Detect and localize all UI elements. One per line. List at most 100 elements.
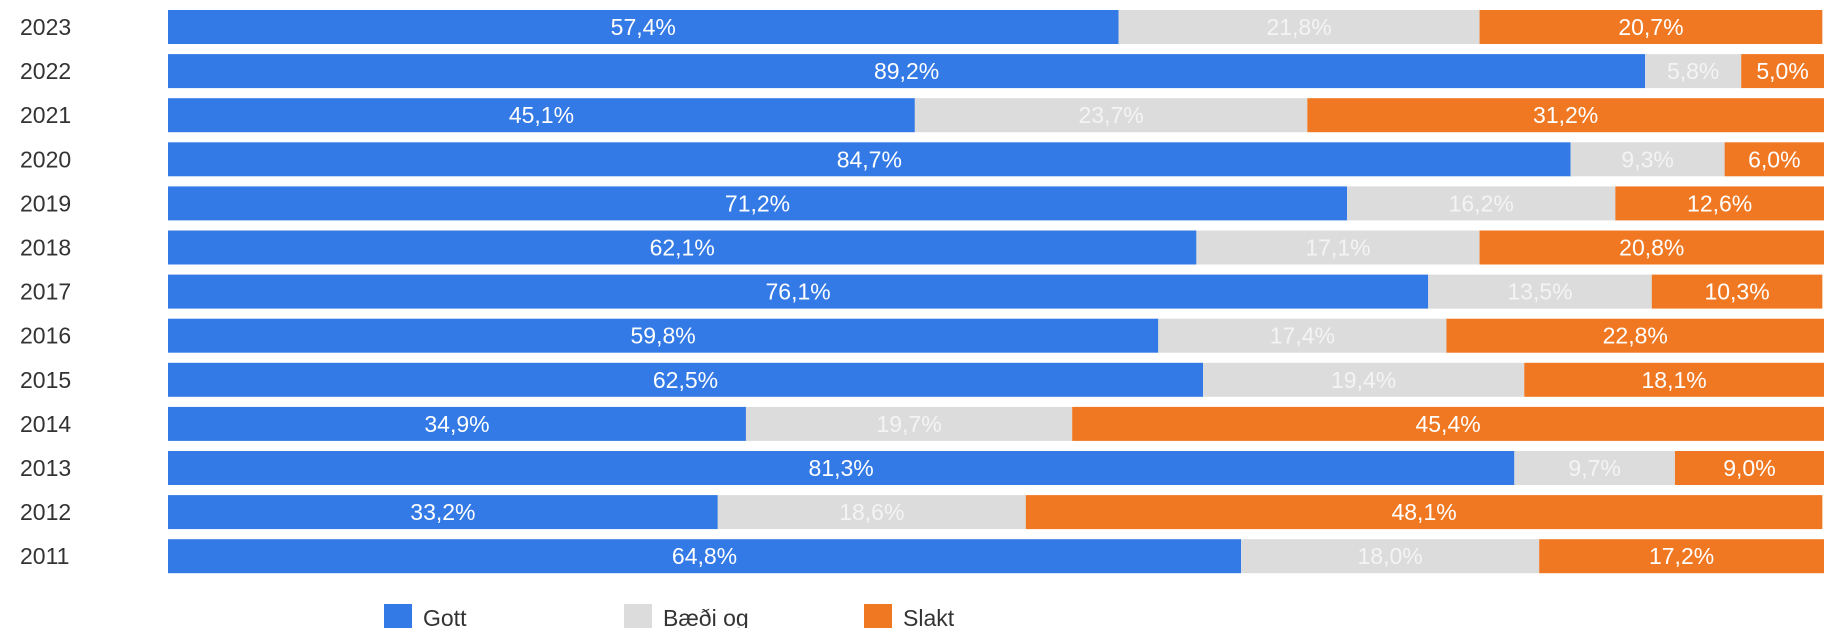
data-label: 18,6% (839, 499, 904, 525)
data-label: 23,7% (1078, 102, 1143, 128)
bar-segment-slakt-2011 (1539, 539, 1824, 574)
data-label: 59,8% (631, 323, 696, 349)
bar-segment-gott-2011 (168, 539, 1242, 574)
bar-segment-gott-2022 (168, 54, 1646, 89)
data-label: 17,4% (1270, 323, 1335, 349)
bar-segment-b-i-og-2019 (1347, 186, 1616, 221)
bar-segment-slakt-2015 (1524, 362, 1824, 397)
data-label: 64,8% (672, 543, 737, 569)
bar-row-2022: 2022 89,2% 5,8% 5,0% (20, 54, 1824, 89)
data-label: 45,1% (509, 102, 574, 128)
data-label: 81,3% (809, 455, 874, 481)
bar-segment-b-i-og-2022 (1645, 54, 1742, 89)
year-label: 2011 (20, 543, 69, 569)
bar-segment-gott-2023 (168, 10, 1119, 44)
data-label: 18,1% (1642, 367, 1707, 393)
bar-row-2014: 2014 34,9% 19,7% 45,4% (20, 406, 1824, 441)
bar-row-2012: 2012 33,2% 18,6% 48,1% (20, 495, 1823, 530)
data-label: 16,2% (1449, 190, 1514, 216)
data-label: 22,8% (1603, 323, 1668, 349)
year-label: 2021 (20, 102, 71, 128)
data-label: 21,8% (1266, 14, 1331, 40)
bar-segment-gott-2018 (168, 230, 1197, 265)
data-label: 62,1% (650, 235, 715, 261)
data-label: 20,8% (1619, 235, 1684, 261)
bar-row-2015: 2015 62,5% 19,4% 18,1% (20, 362, 1824, 397)
bar-segment-gott-2021 (168, 98, 915, 133)
year-label: 2016 (20, 323, 71, 349)
year-label: 2013 (20, 455, 71, 481)
year-label: 2019 (20, 190, 71, 216)
data-label: 62,5% (653, 367, 718, 393)
legend-label: Gott (423, 605, 467, 628)
year-label: 2012 (20, 499, 71, 525)
data-label: 13,5% (1507, 279, 1572, 305)
bar-segment-slakt-2018 (1479, 230, 1824, 265)
year-label: 2014 (20, 411, 71, 437)
bar-row-2016: 2016 59,8% 17,4% 22,8% (20, 318, 1824, 353)
data-label: 84,7% (837, 146, 902, 172)
year-label: 2015 (20, 367, 71, 393)
legend-label: Bæði og (663, 605, 749, 628)
bar-segment-slakt-2020 (1724, 142, 1824, 177)
bar-segment-b-i-og-2016 (1158, 318, 1447, 353)
year-label: 2020 (20, 146, 71, 172)
data-label: 9,0% (1723, 455, 1775, 481)
bar-row-2021: 2021 45,1% 23,7% 31,2% (20, 98, 1824, 133)
bar-segment-b-i-og-2011 (1241, 539, 1540, 574)
bar-segment-slakt-2022 (1741, 54, 1824, 89)
data-label: 57,4% (611, 14, 676, 40)
bar-segment-slakt-2021 (1307, 98, 1824, 133)
bar-segment-b-i-og-2018 (1196, 230, 1480, 265)
data-label: 34,9% (424, 411, 489, 437)
bar-segment-b-i-og-2020 (1570, 142, 1725, 177)
bar-segment-slakt-2017 (1651, 274, 1823, 309)
data-label: 33,2% (410, 499, 475, 525)
data-label: 48,1% (1391, 499, 1456, 525)
bar-row-2023: 2023 57,4% 21,8% 20,7% (20, 10, 1823, 44)
bar-segment-slakt-2012 (1025, 495, 1823, 530)
bar-segment-slakt-2014 (1072, 406, 1824, 441)
data-label: 45,4% (1415, 411, 1480, 437)
bar-segment-slakt-2013 (1674, 451, 1824, 485)
data-label: 5,0% (1756, 58, 1808, 84)
bar-segment-b-i-og-2013 (1514, 451, 1675, 485)
legend-swatch (864, 604, 892, 628)
data-label: 5,8% (1667, 58, 1719, 84)
legend-swatch (384, 604, 412, 628)
legend-swatch (624, 604, 652, 628)
bar-segment-b-i-og-2012 (717, 495, 1026, 530)
bar-segment-gott-2019 (168, 186, 1348, 221)
data-label: 17,2% (1649, 543, 1714, 569)
data-label: 6,0% (1748, 146, 1800, 172)
legend-item-slakt: Slakt (864, 604, 955, 628)
bar-row-2017: 2017 76,1% 13,5% 10,3% (20, 274, 1823, 309)
bar-segment-gott-2012 (168, 495, 718, 530)
data-label: 9,3% (1621, 146, 1673, 172)
data-label: 19,7% (876, 411, 941, 437)
year-label: 2022 (20, 58, 71, 84)
year-label: 2017 (20, 279, 71, 305)
bar-segment-gott-2020 (168, 142, 1571, 177)
bar-row-2019: 2019 71,2% 16,2% 12,6% (20, 186, 1824, 221)
bar-segment-gott-2013 (168, 451, 1515, 485)
legend: Gott Bæði og Slakt (384, 604, 955, 628)
year-label: 2018 (20, 235, 71, 261)
data-label: 9,7% (1568, 455, 1620, 481)
bar-row-2013: 2013 81,3% 9,7% 9,0% (20, 451, 1824, 485)
legend-item-gott: Gott (384, 604, 467, 628)
data-label: 12,6% (1687, 190, 1752, 216)
bar-segment-b-i-og-2017 (1428, 274, 1652, 309)
bar-segment-b-i-og-2014 (745, 406, 1073, 441)
bar-segment-slakt-2023 (1479, 10, 1823, 44)
bar-segment-b-i-og-2023 (1118, 10, 1480, 44)
legend-label: Slakt (903, 605, 955, 628)
data-label: 71,2% (725, 190, 790, 216)
bar-row-2020: 2020 84,7% 9,3% 6,0% (20, 142, 1824, 177)
data-label: 10,3% (1704, 279, 1769, 305)
data-label: 89,2% (874, 58, 939, 84)
legend-item-b-i-og: Bæði og (624, 604, 749, 628)
year-label: 2023 (20, 14, 71, 40)
data-label: 76,1% (766, 279, 831, 305)
